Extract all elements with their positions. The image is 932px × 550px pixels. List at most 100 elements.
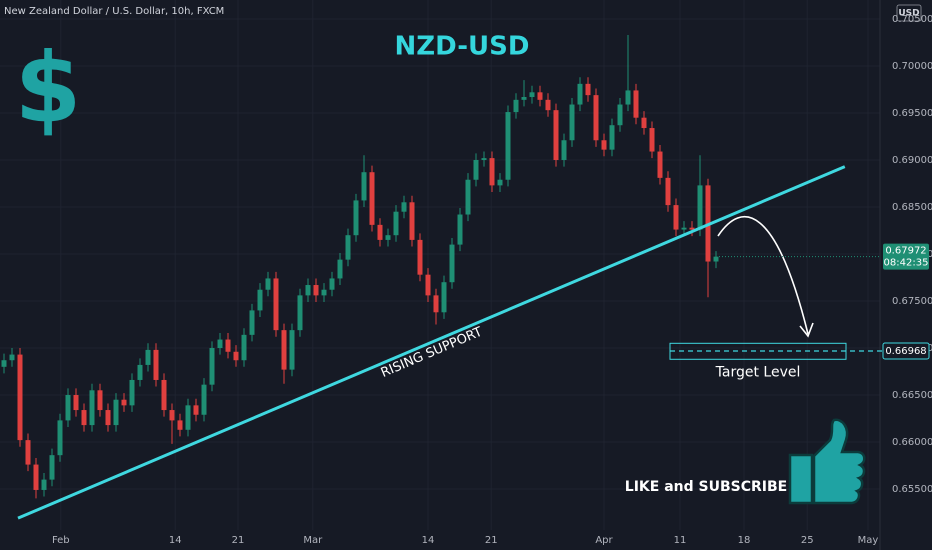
candle-body [577, 83, 583, 105]
x-tick-label: 18 [738, 535, 751, 546]
candle-body [265, 278, 271, 290]
arrow-head [799, 322, 814, 338]
currency-box [896, 4, 922, 22]
candle-body [97, 390, 103, 411]
x-tick-label: Feb [52, 535, 70, 546]
candle-body [505, 112, 511, 180]
thumb-cuff [788, 453, 814, 505]
symbol-info: New Zealand Dollar / U.S. Dollar, 10h, F… [4, 6, 224, 17]
x-tick-label: May [858, 535, 879, 546]
candle-body [89, 390, 95, 426]
candle-body [713, 256, 719, 262]
candle-body [201, 384, 207, 415]
candle-body [161, 379, 167, 411]
candle-body [561, 140, 567, 160]
candle-body [641, 117, 647, 129]
candle-body [49, 455, 55, 480]
candle-body [321, 289, 327, 296]
chart-title: NZD-USD [395, 32, 530, 62]
y-tick-label: 0.66000 [892, 437, 932, 448]
candle-body [169, 410, 175, 421]
candle-body [297, 295, 303, 331]
candle-body [425, 274, 431, 296]
candle-body [433, 295, 439, 313]
x-tick-label: 21 [232, 535, 245, 546]
x-tick-label: 11 [674, 535, 687, 546]
x-tick-label: 21 [485, 535, 498, 546]
candle-body [521, 97, 527, 100]
candle-body [457, 214, 463, 245]
y-tick-label: 0.65500 [892, 484, 932, 495]
grid [0, 0, 880, 530]
candle-body [377, 224, 383, 240]
candle-body [17, 354, 23, 441]
countdown: 08:42:35 [884, 258, 929, 269]
candle-body [489, 158, 495, 186]
candle-body [353, 200, 359, 236]
x-tick-label: 14 [169, 535, 182, 546]
candle-body [673, 205, 679, 230]
candle-body [529, 92, 535, 98]
candle-body [33, 464, 39, 490]
candle-body [553, 110, 559, 160]
x-tick-label: 25 [801, 535, 814, 546]
candle-body [465, 179, 471, 215]
candle-body [177, 420, 183, 430]
candle-body [153, 349, 159, 380]
candle-body [129, 379, 135, 406]
candle-body [233, 351, 239, 361]
candle-body [185, 405, 191, 430]
candle-body [105, 410, 111, 426]
candle-body [569, 104, 575, 141]
candle-body [409, 202, 415, 240]
target-price-tag [882, 342, 930, 360]
target-label: Target Level [715, 364, 801, 380]
candle-body [113, 399, 119, 426]
candle-body [681, 227, 687, 230]
candle-body [273, 278, 279, 331]
candle-body [633, 90, 639, 118]
y-tick-label: 0.69500 [892, 108, 932, 119]
candle-body [449, 244, 455, 283]
candle-body [345, 235, 351, 260]
candle-body [481, 158, 487, 160]
trend-line [17, 165, 846, 520]
x-tick-label: Apr [595, 535, 613, 546]
candle-body [689, 227, 695, 230]
candle-body [73, 395, 79, 411]
last-price: 0.67972 [885, 246, 926, 257]
candle-body [9, 354, 15, 361]
candle-body [121, 399, 127, 406]
candle-body [289, 330, 295, 370]
candle-body [393, 211, 399, 236]
x-tick-label: Mar [303, 535, 323, 546]
candle-body [57, 420, 63, 456]
candle-body [361, 172, 367, 201]
y-tick-label: 0.67500 [892, 296, 932, 307]
candle-body [81, 410, 87, 426]
target-price: 0.66968 [885, 346, 926, 357]
candle-body [609, 125, 615, 150]
candle-body [649, 128, 655, 152]
dollar-icon: $ [15, 32, 82, 144]
candle-body [657, 151, 663, 178]
candle-body [225, 339, 231, 352]
y-tick-label: 0.69000 [892, 155, 932, 166]
candle-body [545, 99, 551, 111]
thumbs-up-icon [788, 418, 866, 505]
call-to-action: LIKE and SUBSCRIBE [625, 479, 787, 495]
candle-body [1, 360, 7, 367]
candle-body [537, 92, 543, 100]
thumb-hand [812, 418, 866, 505]
candle-body [241, 334, 247, 361]
candle-body [601, 140, 607, 150]
candle-body [25, 440, 31, 465]
candle-body [625, 90, 631, 105]
candle-body [217, 339, 223, 349]
x-tick-label: 14 [422, 535, 435, 546]
projection-arrow [717, 215, 809, 335]
candle-body [401, 202, 407, 212]
candle-body [665, 177, 671, 206]
